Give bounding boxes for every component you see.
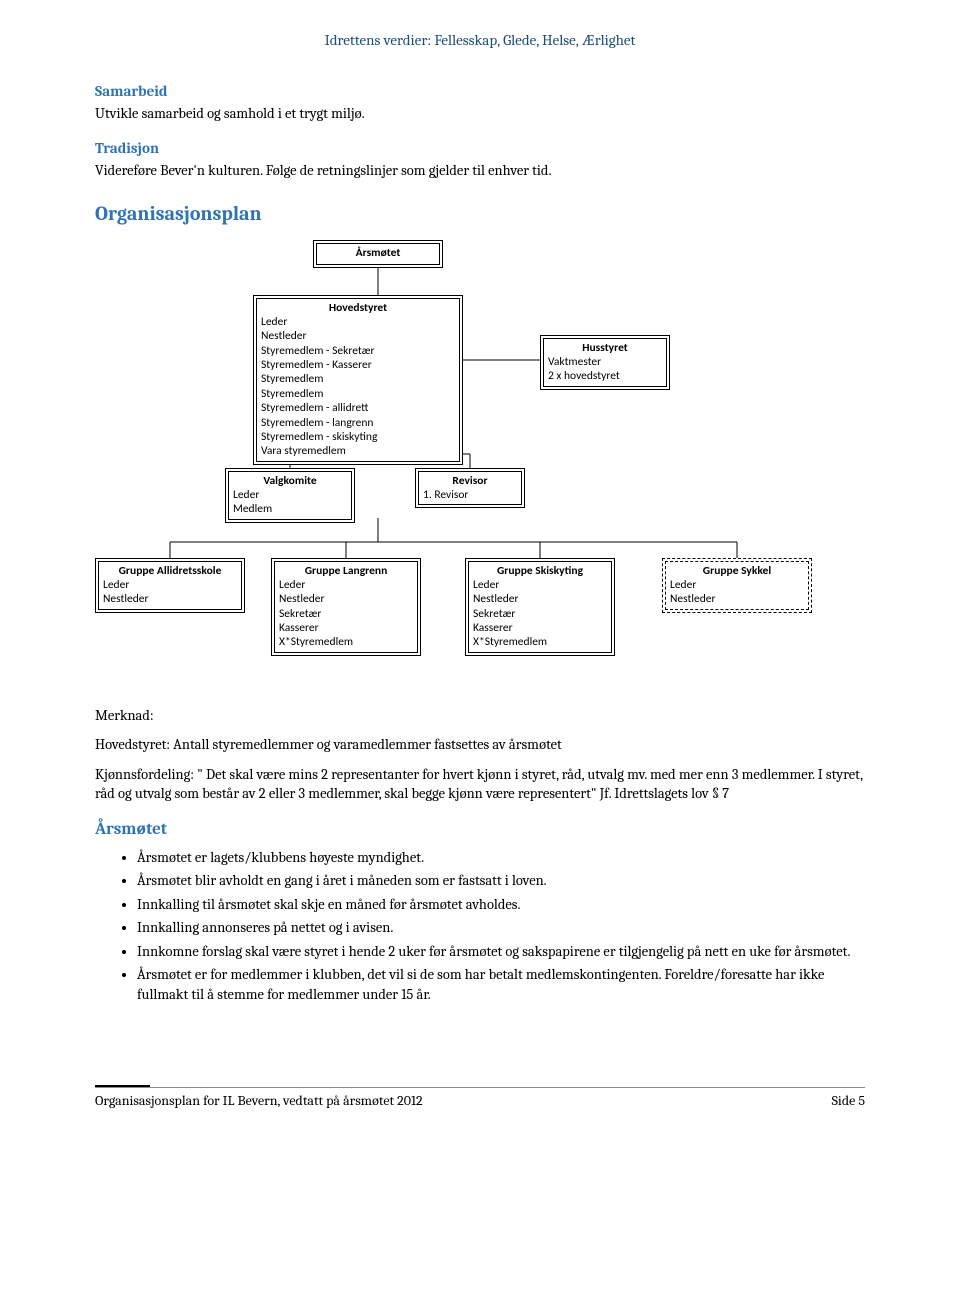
org-box-title: Revisor <box>423 474 517 488</box>
org-box-title: Gruppe Allidretsskole <box>103 564 237 578</box>
org-box-line: Sekretær <box>473 607 607 621</box>
page-header: Idrettens verdier: Fellesskap, Glede, He… <box>95 30 865 51</box>
samarbeid-title: Samarbeid <box>95 81 865 102</box>
merknad-title: Merknad: <box>95 706 865 726</box>
tradisjon-title: Tradisjon <box>95 138 865 159</box>
arsmotet-heading: Årsmøtet <box>95 818 865 842</box>
page-footer: Organisasjonsplan for IL Bevern, vedtatt… <box>95 1085 865 1111</box>
org-box-line: Leder <box>233 488 347 502</box>
org-box-line: Medlem <box>233 502 347 516</box>
org-box-line: Leder <box>103 578 237 592</box>
org-box-line: Kasserer <box>279 621 413 635</box>
org-box-line: Leder <box>261 315 455 329</box>
bullet-item: Innkalling annonseres på nettet og i avi… <box>137 918 865 938</box>
arsmotet-bullets: Årsmøtet er lagets/klubbens høyeste mynd… <box>95 848 865 1005</box>
org-box-husstyret: HusstyretVaktmester2 x hovedstyret <box>540 335 670 390</box>
org-box-line: X*Styremedlem <box>279 635 413 649</box>
bullet-item: Årsmøtet blir avholdt en gang i året i m… <box>137 871 865 891</box>
org-box-hovedstyret: HovedstyretLederNestlederStyremedlem - S… <box>253 295 463 465</box>
samarbeid-text: Utvikle samarbeid og samhold i et trygt … <box>95 104 865 124</box>
org-box-revisor: Revisor1. Revisor <box>415 468 525 509</box>
bullet-item: Innkomne forslag skal være styret i hend… <box>137 942 865 962</box>
org-box-line: 1. Revisor <box>423 488 517 502</box>
org-box-line: Styremedlem - Kasserer <box>261 358 455 372</box>
org-box-title: Valgkomite <box>233 474 347 488</box>
org-box-line: Styremedlem - langrenn <box>261 416 455 430</box>
org-chart: ÅrsmøtetHovedstyretLederNestlederStyreme… <box>95 240 865 690</box>
org-box-langrenn: Gruppe LangrennLederNestlederSekretærKas… <box>271 558 421 656</box>
org-box-sykkel: Gruppe SykkelLederNestleder <box>662 558 812 613</box>
org-box-line: X*Styremedlem <box>473 635 607 649</box>
org-box-line: Styremedlem - allidrett <box>261 401 455 415</box>
org-box-line: Styremedlem <box>261 372 455 386</box>
bullet-item: Innkalling til årsmøtet skal skje en mån… <box>137 895 865 915</box>
orgplan-title: Organisasjonsplan <box>95 200 865 228</box>
org-box-title: Gruppe Langrenn <box>279 564 413 578</box>
org-box-line: Styremedlem - Sekretær <box>261 344 455 358</box>
org-box-line: Leder <box>279 578 413 592</box>
org-box-title: Hovedstyret <box>261 301 455 315</box>
org-box-line: Nestleder <box>279 592 413 606</box>
merknad-p1: Hovedstyret: Antall styremedlemmer og va… <box>95 735 865 755</box>
footer-right: Side 5 <box>832 1091 865 1111</box>
footer-left: Organisasjonsplan for IL Bevern, vedtatt… <box>95 1091 423 1111</box>
org-box-title: Årsmøtet <box>321 246 435 260</box>
org-box-line: Nestleder <box>670 592 804 606</box>
merknad-p2: Kjønnsfordeling: " Det skal være mins 2 … <box>95 765 865 804</box>
org-box-title: Gruppe Sykkel <box>670 564 804 578</box>
org-box-line: 2 x hovedstyret <box>548 369 662 383</box>
org-box-line: Leder <box>670 578 804 592</box>
org-box-line: Styremedlem <box>261 387 455 401</box>
bullet-item: Årsmøtet er for medlemmer i klubben, det… <box>137 965 865 1004</box>
org-box-line: Sekretær <box>279 607 413 621</box>
org-box-line: Nestleder <box>261 329 455 343</box>
org-box-line: Vara styremedlem <box>261 444 455 458</box>
bullet-item: Årsmøtet er lagets/klubbens høyeste mynd… <box>137 848 865 868</box>
org-box-line: Nestleder <box>473 592 607 606</box>
org-box-title: Husstyret <box>548 341 662 355</box>
org-box-line: Leder <box>473 578 607 592</box>
tradisjon-text: Videreføre Bever'n kulturen. Følge de re… <box>95 161 865 181</box>
org-box-line: Vaktmester <box>548 355 662 369</box>
org-box-skiskyting: Gruppe SkiskytingLederNestlederSekretærK… <box>465 558 615 656</box>
footer-rule-long <box>95 1087 865 1088</box>
org-box-line: Kasserer <box>473 621 607 635</box>
org-box-valgkomite: ValgkomiteLederMedlem <box>225 468 355 523</box>
org-box-allidrett: Gruppe AllidretsskoleLederNestleder <box>95 558 245 613</box>
org-box-arsmotet: Årsmøtet <box>313 240 443 268</box>
org-box-line: Nestleder <box>103 592 237 606</box>
org-box-title: Gruppe Skiskyting <box>473 564 607 578</box>
org-box-line: Styremedlem - skiskyting <box>261 430 455 444</box>
